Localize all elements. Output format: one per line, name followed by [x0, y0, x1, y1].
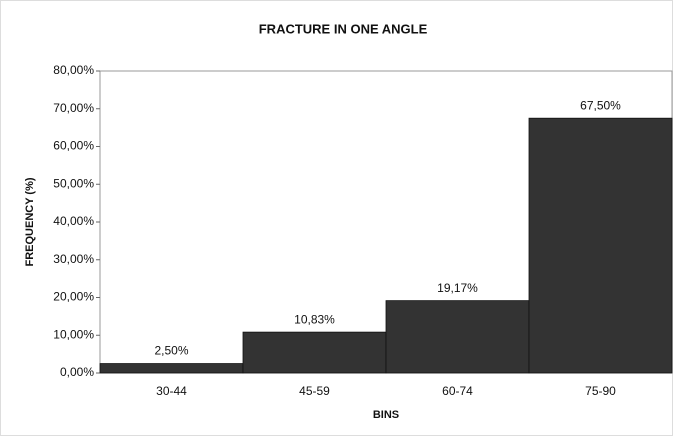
x-tick-label: 75-90 [585, 384, 616, 398]
value-label: 2,50% [154, 344, 188, 358]
y-tick-label: 30,00% [53, 252, 94, 266]
x-tick-label: 30-44 [156, 384, 187, 398]
x-axis-label: BINS [373, 409, 399, 421]
y-tick-label: 80,00% [53, 63, 94, 77]
bar [528, 117, 673, 374]
bar [385, 300, 530, 374]
y-tick-label: 50,00% [53, 176, 94, 190]
x-tick-label: 45-59 [299, 384, 330, 398]
y-tick-label: 20,00% [53, 290, 94, 304]
value-label: 10,83% [294, 312, 335, 326]
y-tick-label: 0,00% [60, 365, 94, 379]
y-axis-label: FREQUENCY (%) [24, 177, 36, 266]
bar [242, 331, 387, 374]
y-tick-label: 40,00% [53, 214, 94, 228]
x-tick-label: 60-74 [442, 384, 473, 398]
y-tick-label: 60,00% [53, 139, 94, 153]
bar [99, 363, 244, 374]
value-label: 19,17% [437, 281, 478, 295]
value-label: 67,50% [580, 98, 621, 112]
y-tick-label: 10,00% [53, 327, 94, 341]
chart-title: FRACTURE IN ONE ANGLE [259, 21, 428, 36]
y-tick-label: 70,00% [53, 101, 94, 115]
